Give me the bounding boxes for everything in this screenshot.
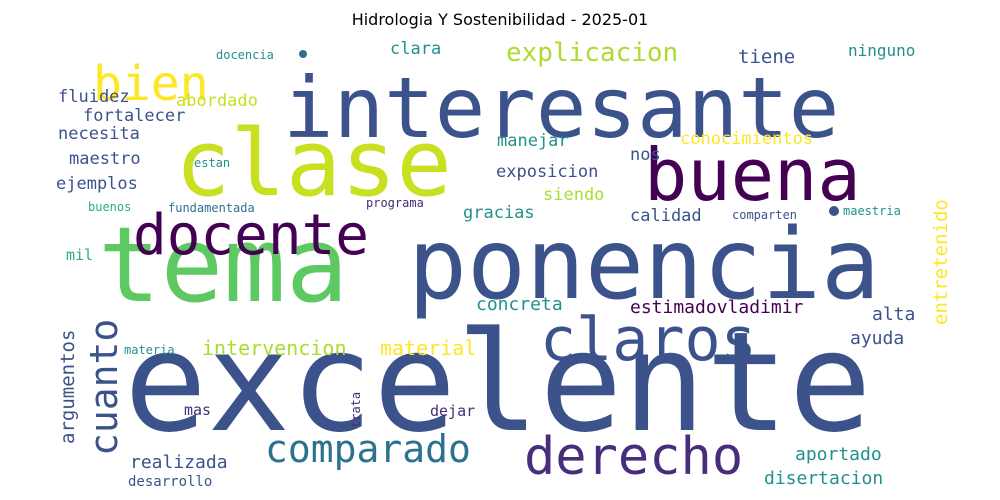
word-desarrollo: desarrollo [128,474,212,488]
word-trata: trata [349,392,363,428]
word-buena: buena [644,133,861,217]
word-siendo: siendo [543,185,604,205]
word-tiene: tiene [738,46,795,68]
word-programa: programa [366,196,424,210]
word-comparten: comparten [732,208,797,222]
word-nos: nos [630,145,661,165]
word-cuanto: cuanto [82,319,126,456]
word-argumentos: argumentos [57,330,79,444]
word-alta: alta [872,304,915,325]
word-ponencia: ponencia [408,208,880,322]
word-material: material [380,336,476,360]
word-fortalecer: fortalecer [83,106,185,126]
chart-title: Hidrologia Y Sostenibilidad - 2025-01 [351,10,649,29]
word-tema: tema [98,204,348,326]
word-interesante: interesante [283,59,839,157]
word-explicacion: explicacion [506,38,678,68]
word-gracias: gracias [463,203,535,223]
word-maestro: maestro [69,149,141,169]
word-realizada: realizada [130,452,228,473]
word-clara: clara [390,39,441,59]
cloud-dot [829,206,839,216]
word-disertacion: disertacion [764,468,883,488]
word-comparado: comparado [265,427,471,471]
word-ninguno: ninguno [848,41,915,60]
word-intervencion: intervencion [202,336,347,360]
word-aportado: aportado [795,444,882,465]
word-exposicion: exposicion [496,162,598,182]
word-necesita: necesita [58,124,140,144]
word-fundamentada: fundamentada [168,201,255,215]
word-concreta: concreta [476,294,563,315]
word-derecho: derecho [524,427,743,487]
word-mas: mas [184,401,211,419]
word-buenos: buenos [88,200,131,214]
cloud-dot [299,50,307,58]
word-docente: docente [133,203,369,268]
word-mil: mil [66,246,93,264]
word-calidad: calidad [630,206,702,226]
word-conocimientos: conocimientos [680,129,813,149]
word-ayuda: ayuda [850,328,904,349]
word-maestria: maestria [843,204,901,218]
word-manejar: manejar [497,131,569,151]
word-estimadovladimir: estimadovladimir [630,297,804,318]
word-bien: bien [93,56,209,112]
word-docencia: docencia [216,48,274,62]
word-clase: clase [175,110,452,217]
word-materia: materia [124,343,175,357]
word-ejemplos: ejemplos [56,174,138,194]
word-claros: claros [540,305,757,375]
word-fluidez: fluidez [58,87,130,107]
word-entretenido: entretenido [930,199,950,325]
word-dejar: dejar [430,402,475,420]
word-excelente: excelente [124,302,872,463]
word-abordado: abordado [176,91,258,111]
word-estan: estan [194,156,230,170]
word-cloud: excelente tema ponencia interesante clase bue… [50,38,950,488]
